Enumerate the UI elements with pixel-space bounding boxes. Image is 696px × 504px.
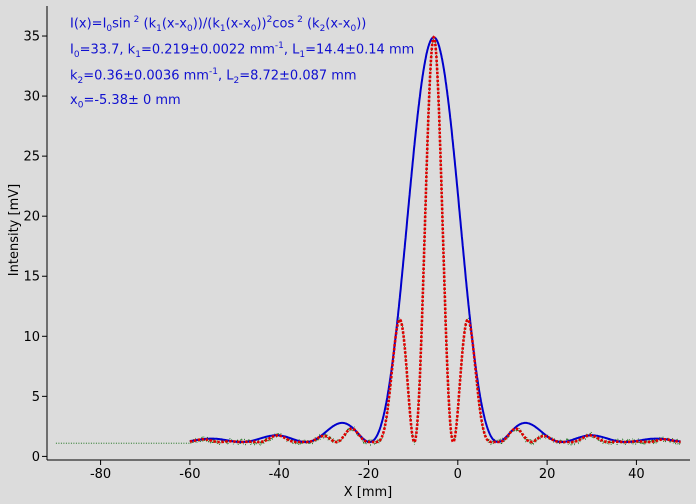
x-axis-label: X [mm] bbox=[344, 485, 393, 500]
y-tick-label: 30 bbox=[23, 90, 40, 105]
formula-annotation: I(x)=I0sin 2 (k1(x-x0))/(k1(x-x0))2cos 2… bbox=[70, 15, 367, 34]
axes-layer: -80 -60 -40 -20 0 20 40 0 5 10 15 20 25 30 35 bbox=[23, 6, 690, 482]
y-tick-label: 20 bbox=[23, 210, 40, 225]
y-tick-label: 0 bbox=[32, 450, 40, 465]
fit-params-line-1: I0=33.7, k1=0.219±0.0022 mm-1, L1=14.4±0… bbox=[70, 41, 415, 60]
x-tick-label: 40 bbox=[628, 467, 645, 482]
x-tick-label: 20 bbox=[539, 467, 556, 482]
x-tick-label: -20 bbox=[358, 467, 379, 482]
series-layer bbox=[55, 35, 682, 447]
x-tick-label: 0 bbox=[454, 467, 462, 482]
x-tick-label: -40 bbox=[269, 467, 290, 482]
y-tick-label: 25 bbox=[23, 150, 40, 165]
y-tick-label: 15 bbox=[23, 270, 40, 285]
y-tick-label: 10 bbox=[23, 330, 40, 345]
interference-fit-series bbox=[189, 35, 681, 444]
x-tick-label: -80 bbox=[90, 467, 111, 482]
fit-params-line-2: k2=0.36±0.0036 mm-1, L2=8.72±0.087 mm bbox=[70, 67, 357, 86]
y-tick-label: 5 bbox=[32, 390, 40, 405]
x-tick-label: -60 bbox=[179, 467, 200, 482]
fit-params-line-3: x0=-5.38± 0 mm bbox=[70, 93, 181, 111]
y-axis-label: Intensity [mV] bbox=[7, 184, 22, 276]
y-tick-label: 35 bbox=[23, 30, 40, 45]
